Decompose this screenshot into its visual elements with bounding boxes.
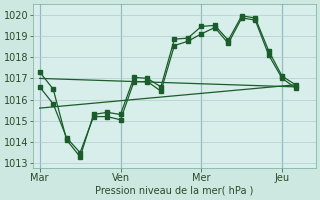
X-axis label: Pression niveau de la mer( hPa ): Pression niveau de la mer( hPa ) <box>95 186 253 196</box>
